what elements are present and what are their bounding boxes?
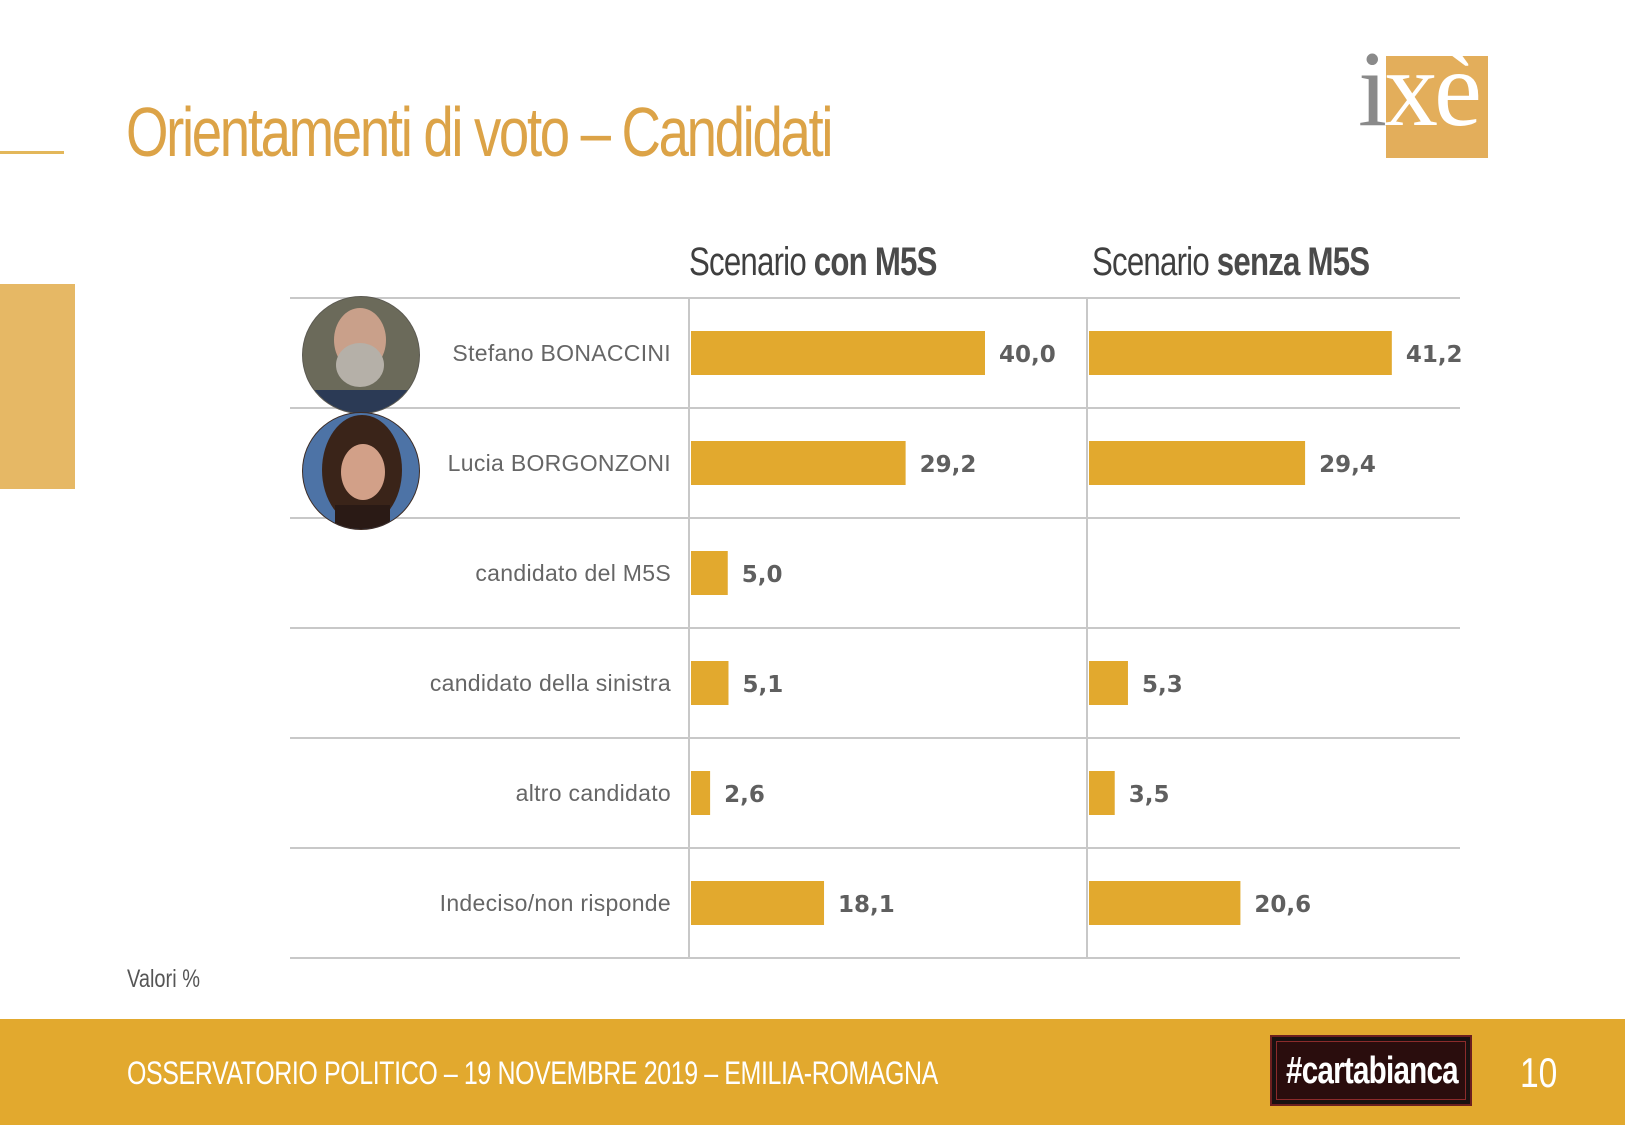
scenario-prefix: Scenario xyxy=(689,240,807,284)
bar xyxy=(1089,661,1128,705)
badge-frame xyxy=(1276,1041,1466,1100)
data-label: 18,1 xyxy=(838,892,895,918)
left-accent-rule xyxy=(0,151,64,154)
bar xyxy=(691,881,825,925)
category-label: Lucia BORGONZONI xyxy=(448,450,671,476)
data-label: 5,1 xyxy=(742,672,783,698)
scenario-bold: senza M5S xyxy=(1216,240,1370,284)
badge-text: #cartabianca xyxy=(1286,1050,1459,1092)
logo-square xyxy=(1386,56,1488,158)
scenario-header-con-m5s: Scenario con M5S xyxy=(689,240,937,285)
data-label: 29,2 xyxy=(920,452,977,478)
data-label: 2,6 xyxy=(724,782,765,808)
bar-chart: Stefano BONACCINI 40,0 41,2 Lucia BORGONZON… xyxy=(290,296,1463,959)
avatar-stefano-bonaccini xyxy=(302,296,420,414)
bar xyxy=(691,441,906,485)
data-label: 29,4 xyxy=(1319,452,1376,478)
logo-text: ixè xyxy=(1358,30,1482,149)
scenario-bold: con M5S xyxy=(813,240,938,284)
footer-bar: OSSERVATORIO POLITICO – 19 NOVEMBRE 2019… xyxy=(0,1019,1625,1125)
bar xyxy=(691,331,985,375)
data-label: 3,5 xyxy=(1129,782,1170,808)
left-accent-block xyxy=(0,284,75,489)
data-label: 40,0 xyxy=(999,342,1056,368)
ixe-logo: ixè xyxy=(1358,36,1488,163)
bar xyxy=(1089,331,1392,375)
page-number: 10 xyxy=(1520,1049,1558,1096)
category-label: candidato della sinistra xyxy=(430,670,671,696)
category-label: candidato del M5S xyxy=(475,560,671,586)
footer-text: OSSERVATORIO POLITICO – 19 NOVEMBRE 2019… xyxy=(127,1055,938,1091)
bar xyxy=(691,661,729,705)
bar xyxy=(1089,881,1241,925)
category-label: Stefano BONACCINI xyxy=(452,340,671,366)
category-label: altro candidato xyxy=(516,780,671,806)
category-label: Indeciso/non risponde xyxy=(440,890,671,916)
cartabianca-badge: #cartabianca xyxy=(1270,1035,1472,1106)
bar xyxy=(691,551,728,595)
data-label: 5,3 xyxy=(1142,672,1183,698)
data-label: 5,0 xyxy=(742,562,783,588)
values-note: Valori % xyxy=(127,965,200,993)
bar xyxy=(691,771,711,815)
bar xyxy=(1089,771,1115,815)
avatar-lucia-borgonzoni xyxy=(302,412,420,530)
scenario-header-senza-m5s: Scenario senza M5S xyxy=(1092,240,1370,285)
data-label: 20,6 xyxy=(1254,892,1311,918)
scenario-prefix: Scenario xyxy=(1092,240,1210,284)
bar xyxy=(1089,441,1306,485)
data-label: 41,2 xyxy=(1406,342,1463,368)
page-title: Orientamenti di voto – Candidati xyxy=(126,93,833,171)
